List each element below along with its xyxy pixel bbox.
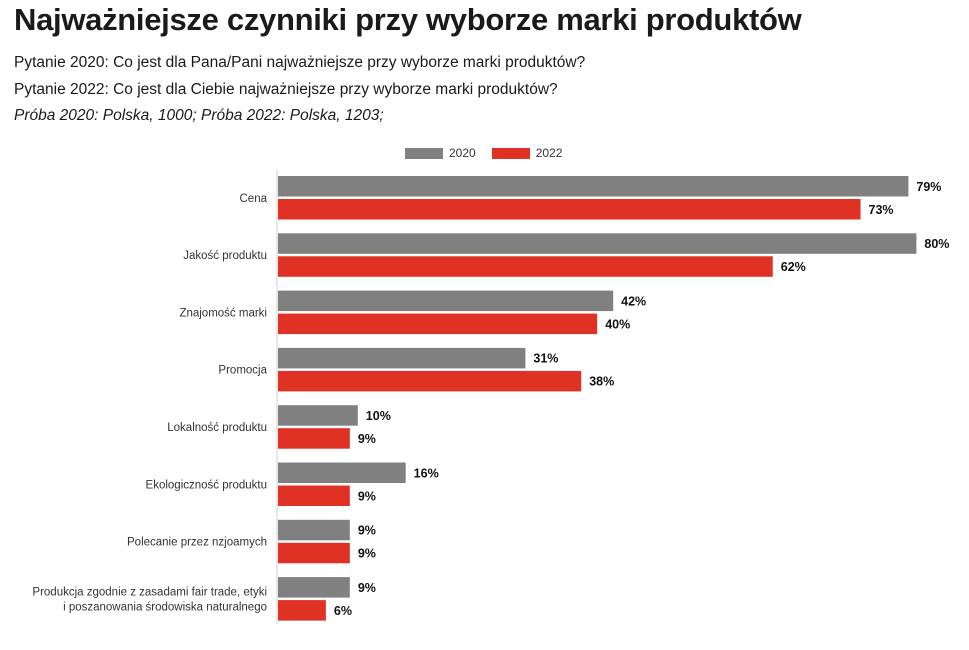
category-label: Cena [240,193,268,205]
legend-swatch-2022 [491,147,530,159]
bar-value-label-2020: 79% [916,180,941,194]
category-label: Produkcja zgodnie z zasadami fair trade,… [32,586,267,613]
question-2020: Pytanie 2020: Co jest dla Pana/Pani najw… [14,54,586,71]
bar-2022 [278,313,598,335]
bar-value-label-2022: 9% [358,489,376,503]
legend-item-2020: 2020 [405,146,476,160]
bar-value-label-2022: 6% [334,604,352,618]
chart-legend: 2020 2022 [405,146,578,160]
category-label: Jakość produktu [183,250,267,262]
bar-value-label-2022: 40% [605,317,630,331]
bar-value-label-2020: 31% [533,352,558,366]
page-title: Najważniejsze czynniki przy wyborze mark… [14,2,802,37]
bar-value-label-2022: 73% [869,203,894,217]
legend-label-2020: 2020 [449,146,476,160]
bar-2022 [278,428,350,449]
bar-value-label-2020: 80% [924,237,949,251]
question-2022: Pytanie 2022: Co jest dla Ciebie najważn… [14,81,558,98]
category-label: Znajomość marki [179,307,267,319]
bar-2020 [278,290,614,312]
bar-2020 [278,233,917,254]
bar-2022 [278,600,326,621]
bar-value-label-2022: 62% [781,260,806,274]
category-label: Ekologiczność produktu [146,479,267,491]
bar-value-label-2020: 9% [358,581,376,595]
category-label: Promocja [218,365,267,377]
bar-2020 [278,176,909,197]
bar-2022 [278,256,773,277]
legend-swatch-2020 [405,147,443,159]
bar-2022 [278,485,350,506]
bar-2020 [278,347,526,369]
bar-2020 [278,519,350,541]
bar-value-label-2020: 9% [358,524,376,538]
bar-value-label-2022: 9% [358,432,376,446]
bar-value-label-2022: 9% [358,547,376,561]
category-label: Polecanie przez nzjoamych [127,537,267,549]
legend-label-2022: 2022 [535,146,563,160]
bar-2022 [278,370,582,392]
bar-2020 [278,405,358,426]
bar-value-label-2022: 38% [589,375,614,389]
bar-2020 [278,462,406,483]
bar-2022 [278,542,350,564]
legend-item-2022: 2022 [491,146,563,160]
bar-2020 [278,577,350,598]
bar-value-label-2020: 16% [414,466,439,480]
bar-value-label-2020: 42% [621,294,646,308]
bar-value-label-2020: 10% [366,409,391,423]
bar-2022 [278,199,861,220]
category-label: Lokalność produktu [167,422,267,434]
sample-info: Próba 2020: Polska, 1000; Próba 2022: Po… [14,107,384,124]
